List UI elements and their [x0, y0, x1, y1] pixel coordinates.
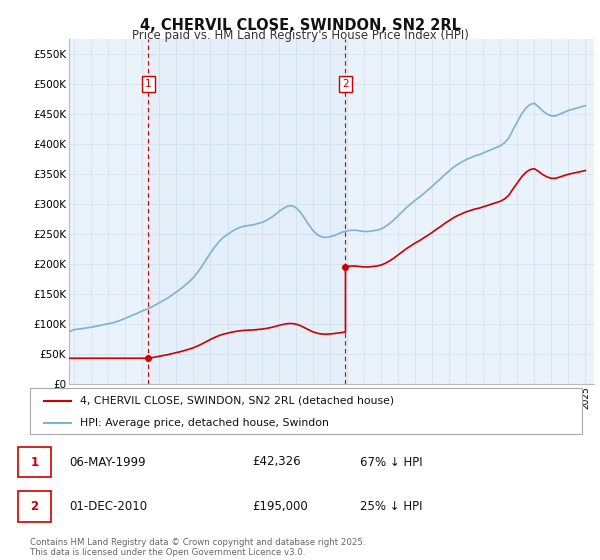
Text: £42,326: £42,326 [252, 455, 301, 469]
Text: HPI: Average price, detached house, Swindon: HPI: Average price, detached house, Swin… [80, 418, 329, 428]
Text: Price paid vs. HM Land Registry's House Price Index (HPI): Price paid vs. HM Land Registry's House … [131, 29, 469, 42]
Text: 4, CHERVIL CLOSE, SWINDON, SN2 2RL: 4, CHERVIL CLOSE, SWINDON, SN2 2RL [139, 18, 461, 33]
FancyBboxPatch shape [30, 388, 582, 434]
Text: 4, CHERVIL CLOSE, SWINDON, SN2 2RL (detached house): 4, CHERVIL CLOSE, SWINDON, SN2 2RL (deta… [80, 396, 394, 406]
Text: Contains HM Land Registry data © Crown copyright and database right 2025.
This d: Contains HM Land Registry data © Crown c… [30, 538, 365, 557]
Text: 1: 1 [31, 455, 38, 469]
Text: £195,000: £195,000 [252, 500, 308, 514]
Text: 1: 1 [145, 79, 152, 89]
Bar [148, 39, 346, 384]
Text: 25% ↓ HPI: 25% ↓ HPI [360, 500, 422, 514]
Text: 06-MAY-1999: 06-MAY-1999 [69, 455, 146, 469]
Text: 2: 2 [31, 500, 38, 514]
Text: 67% ↓ HPI: 67% ↓ HPI [360, 455, 422, 469]
Text: 01-DEC-2010: 01-DEC-2010 [69, 500, 147, 514]
Text: 2: 2 [342, 79, 349, 89]
